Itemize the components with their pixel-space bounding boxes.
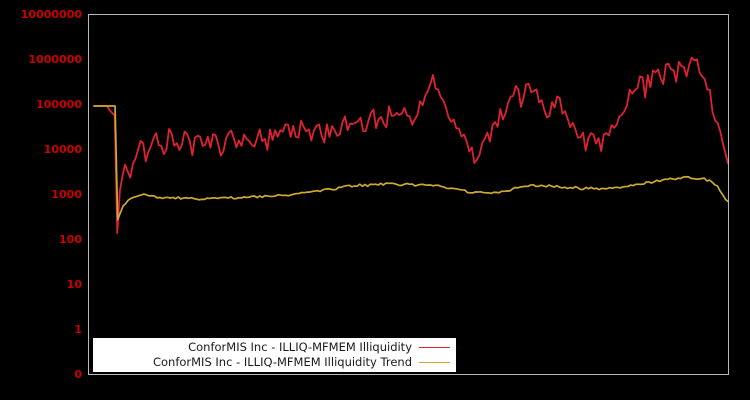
series-line-0 bbox=[93, 56, 728, 234]
y-axis-tick-0: 10000000 bbox=[20, 8, 82, 21]
y-axis-tick-labels: 10000000 1000000 100000 10000 1000 100 10 1 0 bbox=[0, 0, 82, 400]
legend-entry-0[interactable]: ConforMIS Inc - ILLIQ-MFMEM Illiquidity bbox=[188, 340, 450, 355]
y-axis-tick-1: 1000000 bbox=[28, 53, 82, 66]
legend-color-swatch-0 bbox=[419, 347, 450, 348]
series-line-1 bbox=[93, 105, 728, 221]
legend-entry-1[interactable]: ConforMIS Inc - ILLIQ-MFMEM Illiquidity … bbox=[153, 355, 450, 370]
chart-legend: ConforMIS Inc - ILLIQ-MFMEM Illiquidity C… bbox=[93, 338, 456, 372]
y-axis-tick-5: 100 bbox=[59, 233, 82, 246]
legend-label-1: ConforMIS Inc - ILLIQ-MFMEM Illiquidity … bbox=[152, 355, 412, 369]
legend-color-swatch-1 bbox=[419, 362, 450, 363]
plot-area bbox=[88, 14, 729, 375]
legend-label-0: ConforMIS Inc - ILLIQ-MFMEM Illiquidity bbox=[188, 340, 412, 354]
y-axis-tick-3: 10000 bbox=[43, 143, 82, 156]
y-axis-tick-2: 100000 bbox=[36, 98, 82, 111]
y-axis-tick-8: 0 bbox=[74, 368, 82, 381]
y-axis-tick-4: 1000 bbox=[51, 188, 82, 201]
series-canvas bbox=[93, 56, 728, 234]
y-axis-tick-6: 10 bbox=[66, 278, 82, 291]
y-axis-tick-7: 1 bbox=[74, 323, 82, 336]
